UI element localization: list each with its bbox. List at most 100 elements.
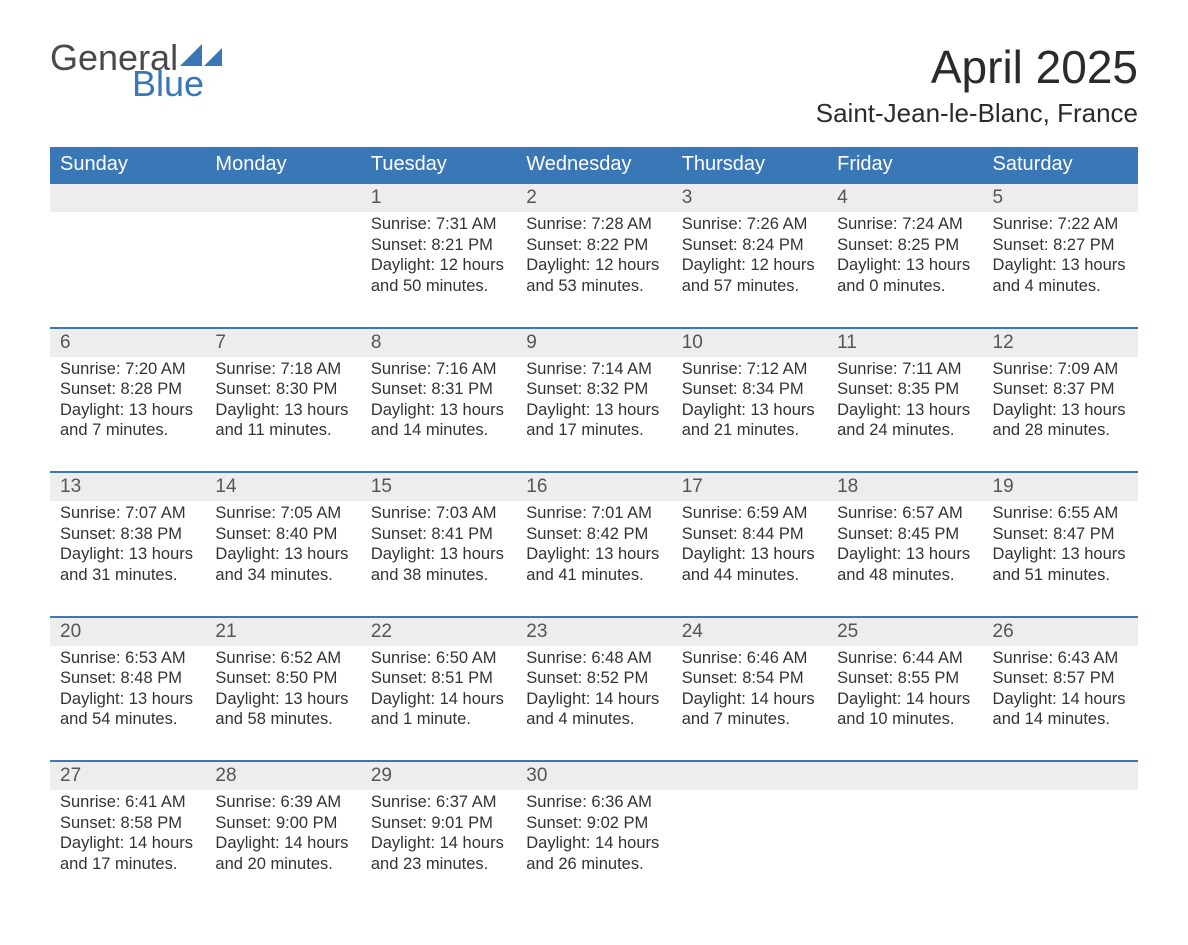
day-cell: Sunrise: 7:18 AMSunset: 8:30 PMDaylight:… (205, 357, 360, 472)
day-cell (50, 212, 205, 327)
day-cell-line: and 14 minutes. (993, 709, 1128, 730)
day-cell-line: and 54 minutes. (60, 709, 195, 730)
day-cell: Sunrise: 6:50 AMSunset: 8:51 PMDaylight:… (361, 646, 516, 761)
weekday-header: Thursday (672, 147, 827, 182)
day-cell-line: Sunset: 8:47 PM (993, 524, 1128, 545)
day-cell: Sunrise: 7:07 AMSunset: 8:38 PMDaylight:… (50, 501, 205, 616)
day-cell-line: Daylight: 13 hours (60, 544, 195, 565)
day-number: 6 (50, 329, 205, 357)
day-cell: Sunrise: 7:01 AMSunset: 8:42 PMDaylight:… (516, 501, 671, 616)
day-cell: Sunrise: 7:14 AMSunset: 8:32 PMDaylight:… (516, 357, 671, 472)
day-cell-line: and 7 minutes. (682, 709, 817, 730)
day-cell-line: Sunset: 8:37 PM (993, 379, 1128, 400)
day-cell-line: Sunset: 8:32 PM (526, 379, 661, 400)
day-cell-line: and 41 minutes. (526, 565, 661, 586)
day-cell-line: and 21 minutes. (682, 420, 817, 441)
day-cell: Sunrise: 6:55 AMSunset: 8:47 PMDaylight:… (983, 501, 1138, 616)
day-cell: Sunrise: 6:53 AMSunset: 8:48 PMDaylight:… (50, 646, 205, 761)
day-cell-line: Sunrise: 6:48 AM (526, 648, 661, 669)
weekday-header: Tuesday (361, 147, 516, 182)
day-number: 15 (361, 473, 516, 501)
day-cell: Sunrise: 6:46 AMSunset: 8:54 PMDaylight:… (672, 646, 827, 761)
day-cell-line: and 57 minutes. (682, 276, 817, 297)
day-number: 11 (827, 329, 982, 357)
day-cell-line: Sunrise: 6:46 AM (682, 648, 817, 669)
day-cell-line: Daylight: 13 hours (371, 544, 506, 565)
day-cell: Sunrise: 7:20 AMSunset: 8:28 PMDaylight:… (50, 357, 205, 472)
day-cell-line: Sunset: 9:01 PM (371, 813, 506, 834)
day-number (827, 762, 982, 790)
day-number-row: 27282930 (50, 760, 1138, 790)
day-cell: Sunrise: 7:16 AMSunset: 8:31 PMDaylight:… (361, 357, 516, 472)
day-cell-line: Sunrise: 6:59 AM (682, 503, 817, 524)
day-cell-line: Daylight: 13 hours (682, 544, 817, 565)
day-cell-line: Sunrise: 6:55 AM (993, 503, 1128, 524)
day-number: 19 (983, 473, 1138, 501)
day-cell-line: and 17 minutes. (526, 420, 661, 441)
day-cell-line: and 34 minutes. (215, 565, 350, 586)
weekday-header: Friday (827, 147, 982, 182)
weekday-header: Saturday (983, 147, 1138, 182)
day-cell: Sunrise: 7:26 AMSunset: 8:24 PMDaylight:… (672, 212, 827, 327)
day-cell-line: Sunset: 8:22 PM (526, 235, 661, 256)
day-cell-line: Sunset: 8:54 PM (682, 668, 817, 689)
day-cell: Sunrise: 6:36 AMSunset: 9:02 PMDaylight:… (516, 790, 671, 905)
day-cell-line: Sunrise: 7:24 AM (837, 214, 972, 235)
location-subtitle: Saint-Jean-le-Blanc, France (816, 98, 1138, 129)
day-body-row: Sunrise: 6:41 AMSunset: 8:58 PMDaylight:… (50, 790, 1138, 905)
day-cell-line: Sunset: 8:21 PM (371, 235, 506, 256)
day-cell-line: Sunrise: 6:43 AM (993, 648, 1128, 669)
day-cell-line: Sunrise: 6:36 AM (526, 792, 661, 813)
day-number: 8 (361, 329, 516, 357)
page-header: General Blue April 2025 Saint-Jean-le-Bl… (50, 40, 1138, 129)
day-cell-line: Sunset: 9:00 PM (215, 813, 350, 834)
day-cell-line: and 58 minutes. (215, 709, 350, 730)
day-number-row: 6789101112 (50, 327, 1138, 357)
day-cell-line: Sunrise: 6:52 AM (215, 648, 350, 669)
day-cell-line: and 20 minutes. (215, 854, 350, 875)
day-cell-line: Sunrise: 6:50 AM (371, 648, 506, 669)
day-cell-line: Sunrise: 6:37 AM (371, 792, 506, 813)
day-cell-line: Sunrise: 7:16 AM (371, 359, 506, 380)
day-cell-line: Sunset: 8:27 PM (993, 235, 1128, 256)
day-cell-line: Daylight: 14 hours (526, 689, 661, 710)
day-cell-line: Sunset: 8:31 PM (371, 379, 506, 400)
month-title: April 2025 (816, 40, 1138, 94)
day-cell: Sunrise: 6:44 AMSunset: 8:55 PMDaylight:… (827, 646, 982, 761)
day-cell-line: Daylight: 13 hours (215, 544, 350, 565)
day-number: 2 (516, 184, 671, 212)
day-cell: Sunrise: 7:12 AMSunset: 8:34 PMDaylight:… (672, 357, 827, 472)
day-cell-line: Sunrise: 6:57 AM (837, 503, 972, 524)
day-cell-line: Sunrise: 7:26 AM (682, 214, 817, 235)
day-cell: Sunrise: 7:03 AMSunset: 8:41 PMDaylight:… (361, 501, 516, 616)
day-number (50, 184, 205, 212)
day-number: 27 (50, 762, 205, 790)
day-cell: Sunrise: 7:22 AMSunset: 8:27 PMDaylight:… (983, 212, 1138, 327)
day-number: 9 (516, 329, 671, 357)
day-cell-line: Daylight: 14 hours (837, 689, 972, 710)
day-number: 20 (50, 618, 205, 646)
day-cell-line: Sunrise: 6:39 AM (215, 792, 350, 813)
day-cell-line: Sunset: 8:28 PM (60, 379, 195, 400)
day-cell-line: Sunset: 8:57 PM (993, 668, 1128, 689)
day-cell: Sunrise: 7:09 AMSunset: 8:37 PMDaylight:… (983, 357, 1138, 472)
day-number (672, 762, 827, 790)
day-cell-line: and 17 minutes. (60, 854, 195, 875)
day-number: 17 (672, 473, 827, 501)
day-cell-line: Daylight: 14 hours (60, 833, 195, 854)
day-cell-line: Daylight: 13 hours (993, 255, 1128, 276)
day-cell-line: and 24 minutes. (837, 420, 972, 441)
day-cell-line: Sunset: 9:02 PM (526, 813, 661, 834)
day-cell-line: Daylight: 14 hours (215, 833, 350, 854)
day-body-row: Sunrise: 6:53 AMSunset: 8:48 PMDaylight:… (50, 646, 1138, 761)
day-cell-line: and 1 minute. (371, 709, 506, 730)
day-cell-line: Sunset: 8:58 PM (60, 813, 195, 834)
day-cell-line: Sunrise: 7:07 AM (60, 503, 195, 524)
day-body-row: Sunrise: 7:07 AMSunset: 8:38 PMDaylight:… (50, 501, 1138, 616)
day-cell-line: Daylight: 13 hours (993, 400, 1128, 421)
day-cell-line: Daylight: 13 hours (215, 689, 350, 710)
day-cell: Sunrise: 7:05 AMSunset: 8:40 PMDaylight:… (205, 501, 360, 616)
day-cell-line: Daylight: 13 hours (837, 544, 972, 565)
day-number: 18 (827, 473, 982, 501)
day-cell-line: Sunset: 8:52 PM (526, 668, 661, 689)
